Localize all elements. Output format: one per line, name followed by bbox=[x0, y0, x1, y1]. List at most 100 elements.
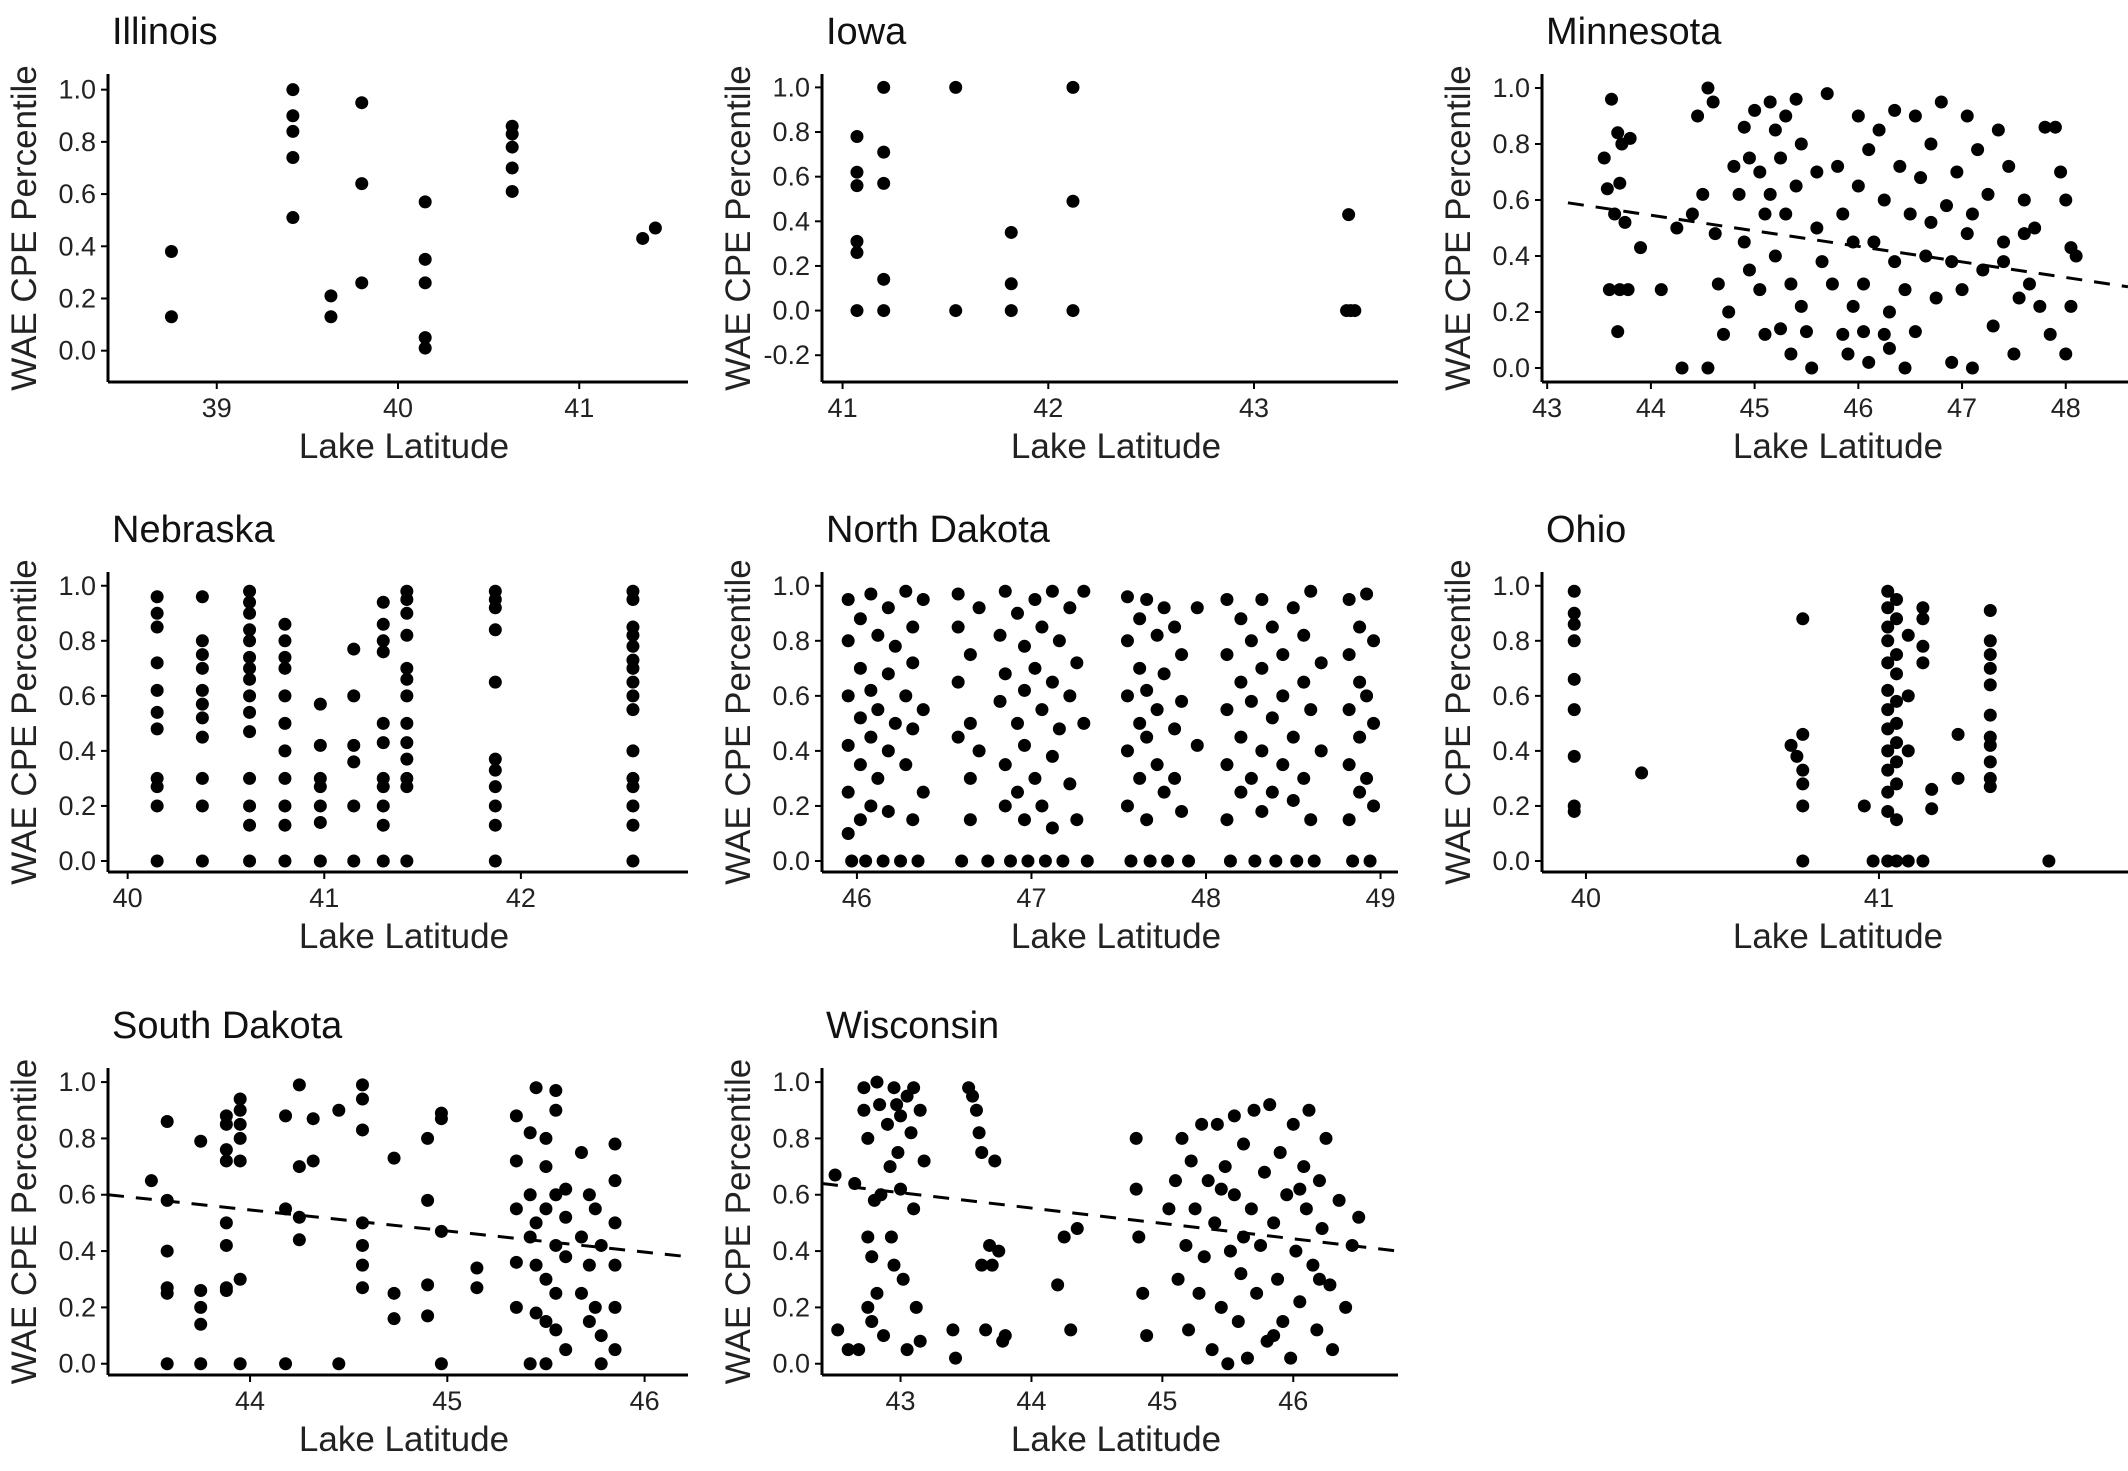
data-point bbox=[853, 661, 867, 675]
data-point bbox=[195, 683, 209, 697]
data-point bbox=[559, 1250, 573, 1264]
data-point bbox=[873, 1098, 887, 1112]
data-point bbox=[1070, 656, 1084, 670]
data-point bbox=[505, 140, 519, 154]
data-point bbox=[400, 716, 414, 730]
data-point bbox=[1983, 780, 1997, 794]
data-point bbox=[1768, 249, 1782, 263]
data-point bbox=[1367, 716, 1381, 730]
data-point bbox=[292, 1078, 306, 1092]
data-point bbox=[1360, 689, 1374, 703]
panel-title: Nebraska bbox=[112, 509, 275, 551]
data-point bbox=[1175, 804, 1189, 818]
data-point bbox=[951, 675, 965, 689]
data-point bbox=[529, 1258, 543, 1272]
data-point bbox=[194, 1357, 208, 1371]
data-point bbox=[988, 1154, 1002, 1168]
data-point bbox=[376, 645, 390, 659]
data-point bbox=[1794, 299, 1808, 313]
data-point bbox=[1257, 1165, 1271, 1179]
y-axis-label: WAE CPE Percentile bbox=[5, 65, 44, 390]
data-point bbox=[376, 799, 390, 813]
data-point bbox=[1205, 1343, 1219, 1357]
data-point bbox=[1908, 109, 1922, 123]
x-axis-label: Lake Latitude bbox=[1011, 1420, 1221, 1459]
data-point bbox=[2048, 120, 2062, 134]
data-point bbox=[1763, 187, 1777, 201]
data-point bbox=[1157, 785, 1171, 799]
data-point bbox=[1893, 159, 1907, 173]
data-point bbox=[278, 634, 292, 648]
data-point bbox=[421, 1278, 435, 1292]
data-point bbox=[2038, 120, 2052, 134]
data-point bbox=[1820, 87, 1834, 101]
data-point bbox=[1779, 207, 1793, 221]
data-point bbox=[243, 672, 257, 686]
data-point bbox=[864, 587, 878, 601]
data-point bbox=[1916, 612, 1930, 626]
data-point bbox=[1951, 727, 1965, 741]
data-point bbox=[2069, 249, 2083, 263]
panel-5: Ohio 0.0 0.2 0.4 0.6 0.8 1.0 40 41 Lake Latitude W… bbox=[1439, 509, 2128, 956]
data-point bbox=[1846, 299, 1860, 313]
data-point bbox=[841, 1343, 855, 1357]
y-tick-label: 0.0 bbox=[58, 846, 96, 876]
data-point bbox=[966, 1089, 980, 1103]
panel-title: Iowa bbox=[826, 11, 907, 53]
data-point bbox=[1567, 672, 1581, 686]
data-point bbox=[2033, 299, 2047, 313]
data-point bbox=[896, 1272, 910, 1286]
data-point bbox=[594, 1238, 608, 1252]
data-point bbox=[1276, 758, 1290, 772]
data-point bbox=[975, 1145, 989, 1159]
data-point bbox=[1790, 749, 1804, 763]
data-point bbox=[582, 1188, 596, 1202]
data-point bbox=[1881, 763, 1895, 777]
data-point bbox=[582, 1258, 596, 1272]
data-point bbox=[1831, 159, 1845, 173]
data-point bbox=[219, 1117, 233, 1131]
data-point bbox=[278, 771, 292, 785]
data-point bbox=[594, 1329, 608, 1343]
data-point bbox=[1810, 165, 1824, 179]
data-point bbox=[1903, 207, 1917, 221]
data-point bbox=[164, 244, 178, 258]
data-point bbox=[1244, 771, 1258, 785]
data-point bbox=[1140, 593, 1154, 607]
x-tick-label: 39 bbox=[202, 393, 232, 423]
data-point bbox=[1711, 277, 1725, 291]
x-axis-label: Lake Latitude bbox=[1011, 917, 1221, 956]
data-point bbox=[913, 1334, 927, 1348]
data-point bbox=[1223, 1244, 1237, 1258]
data-point bbox=[881, 601, 895, 615]
data-point bbox=[850, 246, 864, 260]
data-point bbox=[904, 1126, 918, 1140]
x-tick-label: 45 bbox=[1740, 393, 1770, 423]
data-point bbox=[1881, 785, 1895, 799]
data-point bbox=[850, 129, 864, 143]
data-point bbox=[1307, 854, 1321, 868]
data-point bbox=[1621, 283, 1635, 297]
data-point bbox=[1038, 854, 1052, 868]
data-point bbox=[505, 184, 519, 198]
data-point bbox=[219, 1216, 233, 1230]
data-point bbox=[286, 211, 300, 225]
data-point bbox=[1150, 628, 1164, 642]
data-point bbox=[549, 1084, 563, 1098]
x-axis-label: Lake Latitude bbox=[299, 917, 509, 956]
data-point bbox=[243, 689, 257, 703]
data-point bbox=[979, 1323, 993, 1337]
data-point bbox=[1017, 738, 1031, 752]
data-point bbox=[1597, 151, 1611, 165]
data-point bbox=[955, 854, 969, 868]
data-point bbox=[574, 1230, 588, 1244]
data-point bbox=[1273, 1145, 1287, 1159]
data-point bbox=[1890, 854, 1904, 868]
data-point bbox=[1796, 727, 1810, 741]
data-point bbox=[400, 672, 414, 686]
data-point bbox=[608, 1258, 622, 1272]
data-point bbox=[1784, 277, 1798, 291]
data-point bbox=[1190, 738, 1204, 752]
data-point bbox=[887, 1081, 901, 1095]
data-point bbox=[1867, 235, 1881, 249]
